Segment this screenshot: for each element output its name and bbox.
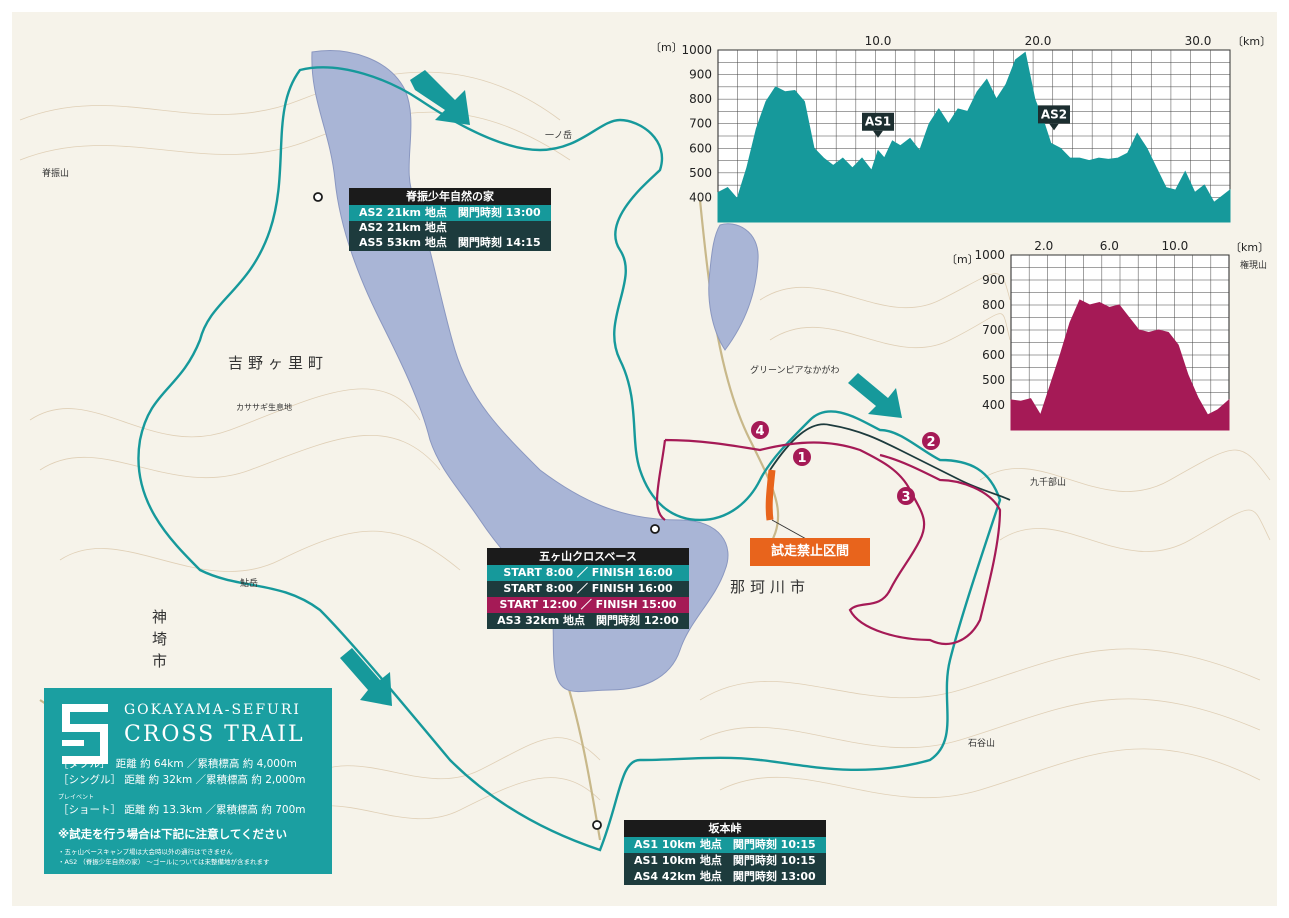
place-kasasagi: カササギ生息地 [236,402,292,412]
station-row-single-2: AS4 42km 地点 関門時刻 13:00 [624,869,826,885]
short-course-line [655,438,1002,645]
legend-pre-event: プレイベント [58,794,95,801]
legend-note-1: ・五ヶ山ベースキャンプ場は大会時以外の通行はできません [58,848,233,856]
single-course-line [769,423,1011,501]
place-kujusan: 九千部山 [1030,476,1066,488]
station-gokayama: 五ヶ山クロスベース START 8:00 ／ FINISH 16:00 STAR… [487,548,689,629]
pin-gokayama [650,524,660,534]
station-row-short: START 12:00 ／ FINISH 15:00 [487,597,689,613]
station-title: 脊振少年自然の家 [349,188,551,205]
closed-section-label: 試走禁止区間 [750,538,870,566]
legend-title-1: GOKAYAMA-SEFURI [124,702,301,718]
direction-arrows [340,70,902,706]
legend-title-2: CROSS TRAIL [124,722,305,747]
station-pins [313,192,660,830]
station-row-double: START 8:00 ／ FINISH 16:00 [487,565,689,581]
station-row-single: AS2 21km 地点 [349,221,551,235]
marker-1-label: 1 [797,451,806,466]
double-course-line [137,66,1002,852]
station-sefuri-house: 脊振少年自然の家 AS2 21km 地点 関門時刻 13:00 AS2 21km… [349,188,551,251]
logo-mark [62,704,108,764]
legend-note-2: ・AS2 （脊振少年自然の家） 〜ゴールについては未整備地が含まれます [58,858,270,866]
contour-lines [19,71,1271,821]
marker-4 [751,421,769,439]
place-ishiya: 石谷山 [968,738,995,749]
place-nakagawa: 那珂川市 [730,578,811,596]
pin-sefuri-house [313,192,323,202]
place-ichinotake: 一ノ岳 [545,129,572,141]
station-sakamoto: 坂本峠 AS1 10km 地点 関門時刻 10:15 AS1 10km 地点 関… [624,820,826,885]
pin-sakamoto [592,820,602,830]
legend-double: ［ダブル］ 距離 約 64km ／累積標高 約 4,000m [58,758,297,770]
station-row-double: AS2 21km 地点 関門時刻 13:00 [349,205,551,221]
place-yoshinogari: 吉野ヶ里町 [228,354,329,372]
place-gongen: 権現山 [1240,259,1267,271]
marker-4-label: 4 [755,424,764,439]
place-greenpia: グリーンピアなかがわ [750,364,840,376]
course-markers: 4 1 2 3 [751,421,940,505]
place-yagidake: 鮎岳 [240,577,258,589]
marker-3 [897,487,915,505]
closed-section-line [765,469,776,521]
station-title: 坂本峠 [624,820,826,837]
legend-note: ※試走を行う場合は下記に注意してください [58,827,287,841]
station-row-single-2: AS5 53km 地点 関門時刻 14:15 [349,235,551,251]
closed-leader [771,519,809,541]
legend-short: ［ショート］ 距離 約 13.3km ／累積標高 約 700m [58,804,306,816]
marker-3-label: 3 [901,490,910,505]
marker-2 [922,432,940,450]
legend-single: ［シングル］ 距離 約 32km ／累積標高 約 2,000m [58,774,306,786]
marker-2-label: 2 [926,435,935,450]
reservoir-north [708,223,759,351]
chart1-yunit: 〔m〕 [650,41,683,54]
station-row-double: AS1 10km 地点 関門時刻 10:15 [624,837,826,853]
station-row-single: START 8:00 ／ FINISH 16:00 [487,581,689,597]
marker-1 [793,448,811,466]
place-kanzaki: 神埼市 [152,608,168,670]
station-row-single-2: AS3 32km 地点 関門時刻 12:00 [487,613,689,629]
chart2-xunit: 〔km〕 [1230,241,1270,254]
place-sefuri: 脊振山 [42,167,69,179]
station-row-single: AS1 10km 地点 関門時刻 10:15 [624,853,826,869]
legend-panel: GOKAYAMA-SEFURI CROSS TRAIL ［ダブル］ 距離 約 6… [44,688,332,874]
chart1-xunit: 〔km〕 [1232,35,1272,48]
station-title: 五ヶ山クロスベース [487,548,689,565]
chart2-yunit: 〔m〕 [946,253,979,266]
